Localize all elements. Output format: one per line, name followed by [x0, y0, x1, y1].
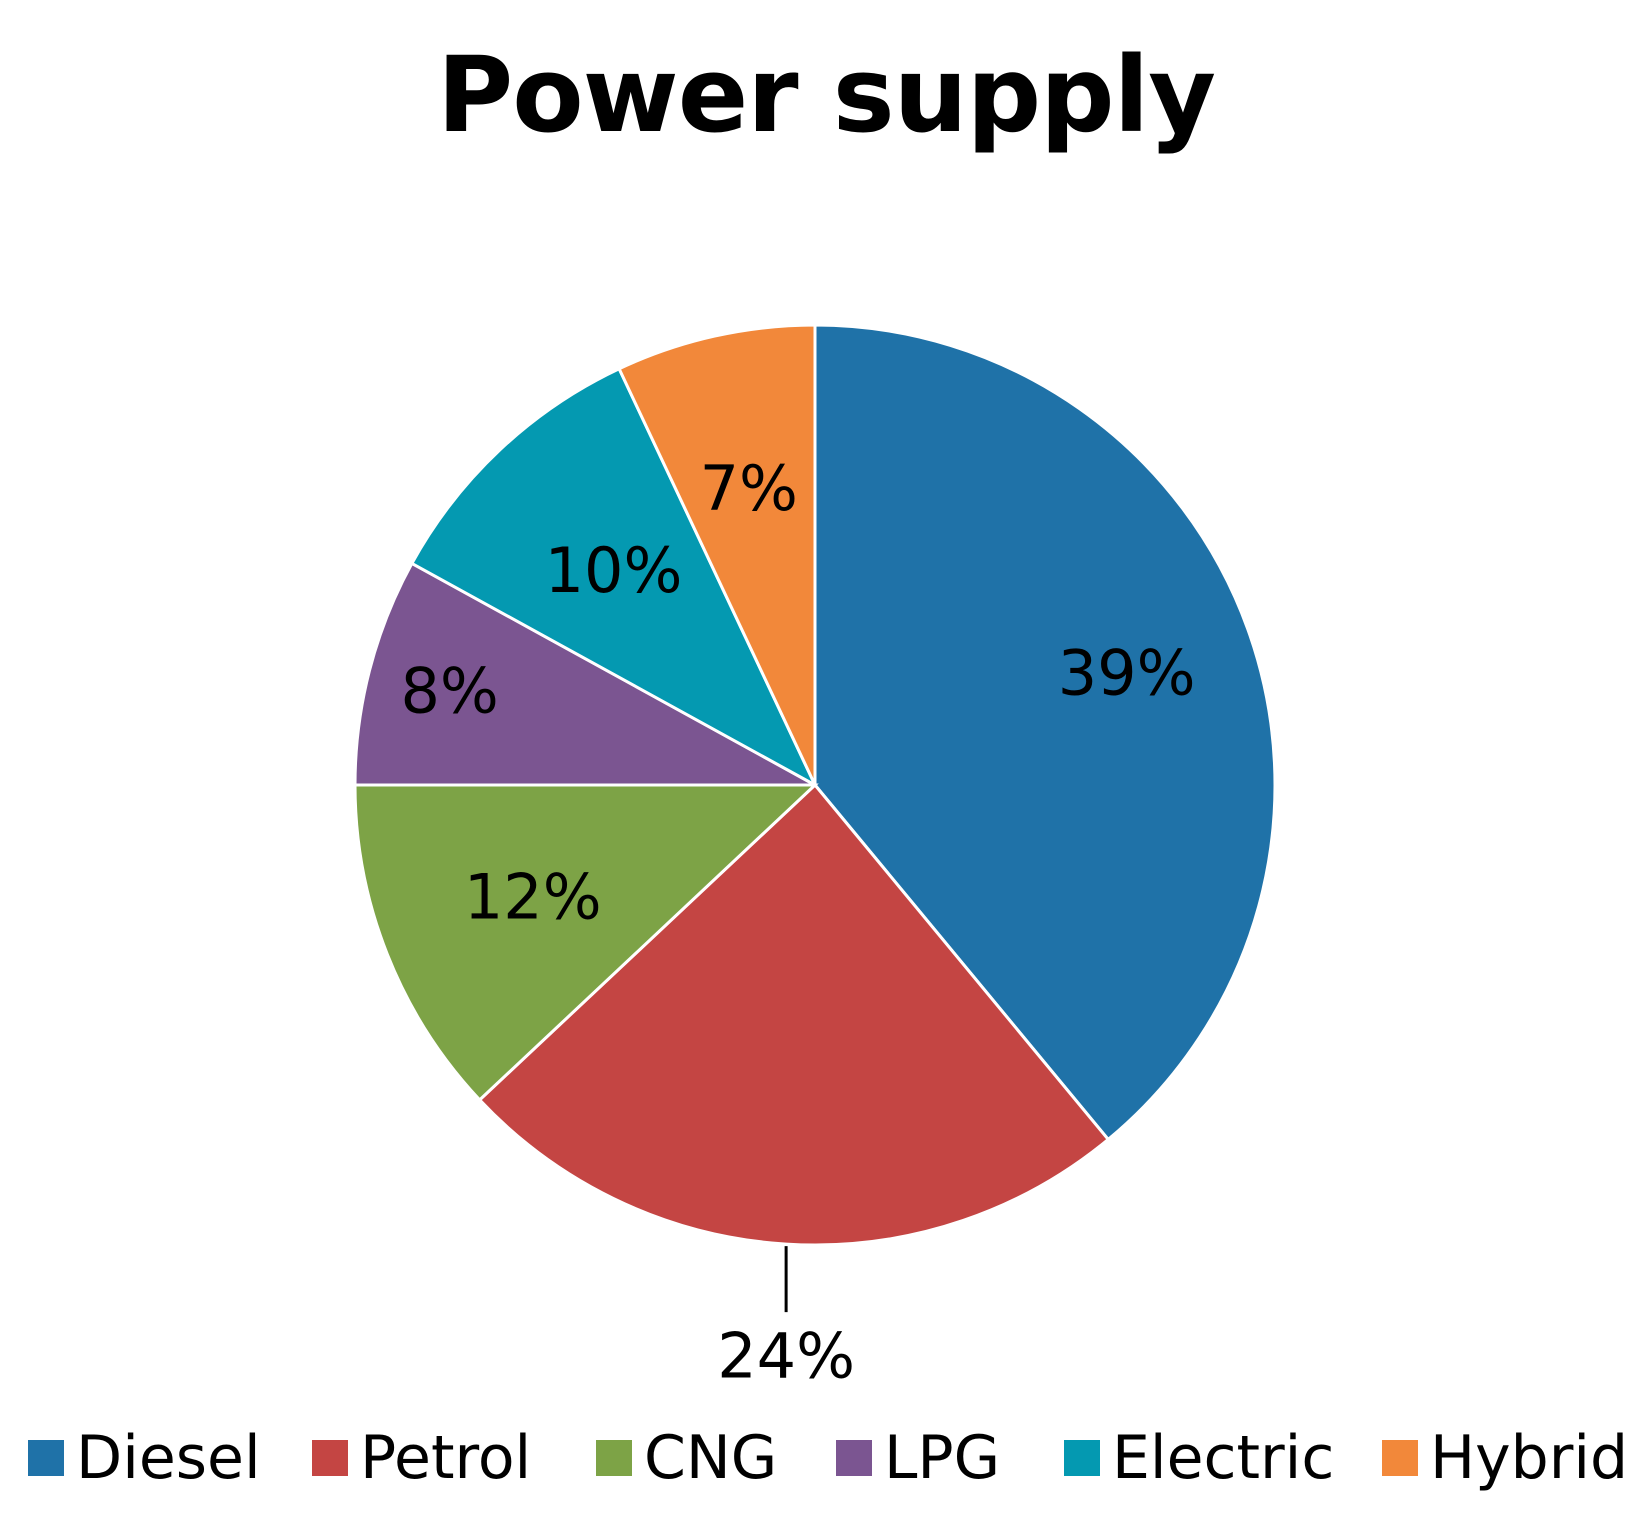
- legend-item-cng: CNG: [596, 1418, 777, 1498]
- legend-label-hybrid: Hybrid: [1430, 1423, 1629, 1493]
- data-label-diesel: 39%: [1058, 636, 1196, 709]
- legend-label-lpg: LPG: [884, 1423, 1001, 1493]
- legend-label-electric: Electric: [1112, 1423, 1335, 1493]
- data-label-cng: 12%: [464, 860, 602, 933]
- pie-slice-electric: [409, 366, 819, 789]
- legend-item-petrol: Petrol: [312, 1418, 531, 1498]
- legend-label-diesel: Diesel: [76, 1423, 261, 1493]
- pie-slice-diesel: [813, 323, 1277, 1142]
- legend: Diesel Petrol CNG LPG Electric Hybrid: [0, 1418, 1652, 1498]
- pie-slice-cng: [353, 783, 819, 1103]
- legend-swatch-petrol: [312, 1440, 348, 1476]
- chart-title: Power supply: [436, 34, 1216, 156]
- legend-item-hybrid: Hybrid: [1382, 1418, 1628, 1498]
- legend-item-diesel: Diesel: [28, 1418, 261, 1498]
- data-label-petrol: 24%: [717, 1320, 855, 1393]
- data-label-lpg: 8%: [400, 655, 498, 728]
- legend-label-cng: CNG: [644, 1423, 778, 1493]
- legend-item-lpg: LPG: [836, 1418, 1000, 1498]
- pie-slice-petrol: [477, 782, 1111, 1247]
- data-label-hybrid: 7%: [700, 452, 798, 525]
- legend-swatch-electric: [1064, 1440, 1100, 1476]
- legend-swatch-hybrid: [1382, 1440, 1418, 1476]
- legend-swatch-cng: [596, 1440, 632, 1476]
- legend-item-electric: Electric: [1064, 1418, 1334, 1498]
- pie-slice-lpg: [353, 561, 816, 787]
- legend-swatch-diesel: [28, 1440, 64, 1476]
- legend-swatch-lpg: [836, 1440, 872, 1476]
- legend-label-petrol: Petrol: [360, 1423, 532, 1493]
- pie-slice-hybrid: [617, 323, 817, 786]
- data-label-electric: 10%: [545, 534, 683, 607]
